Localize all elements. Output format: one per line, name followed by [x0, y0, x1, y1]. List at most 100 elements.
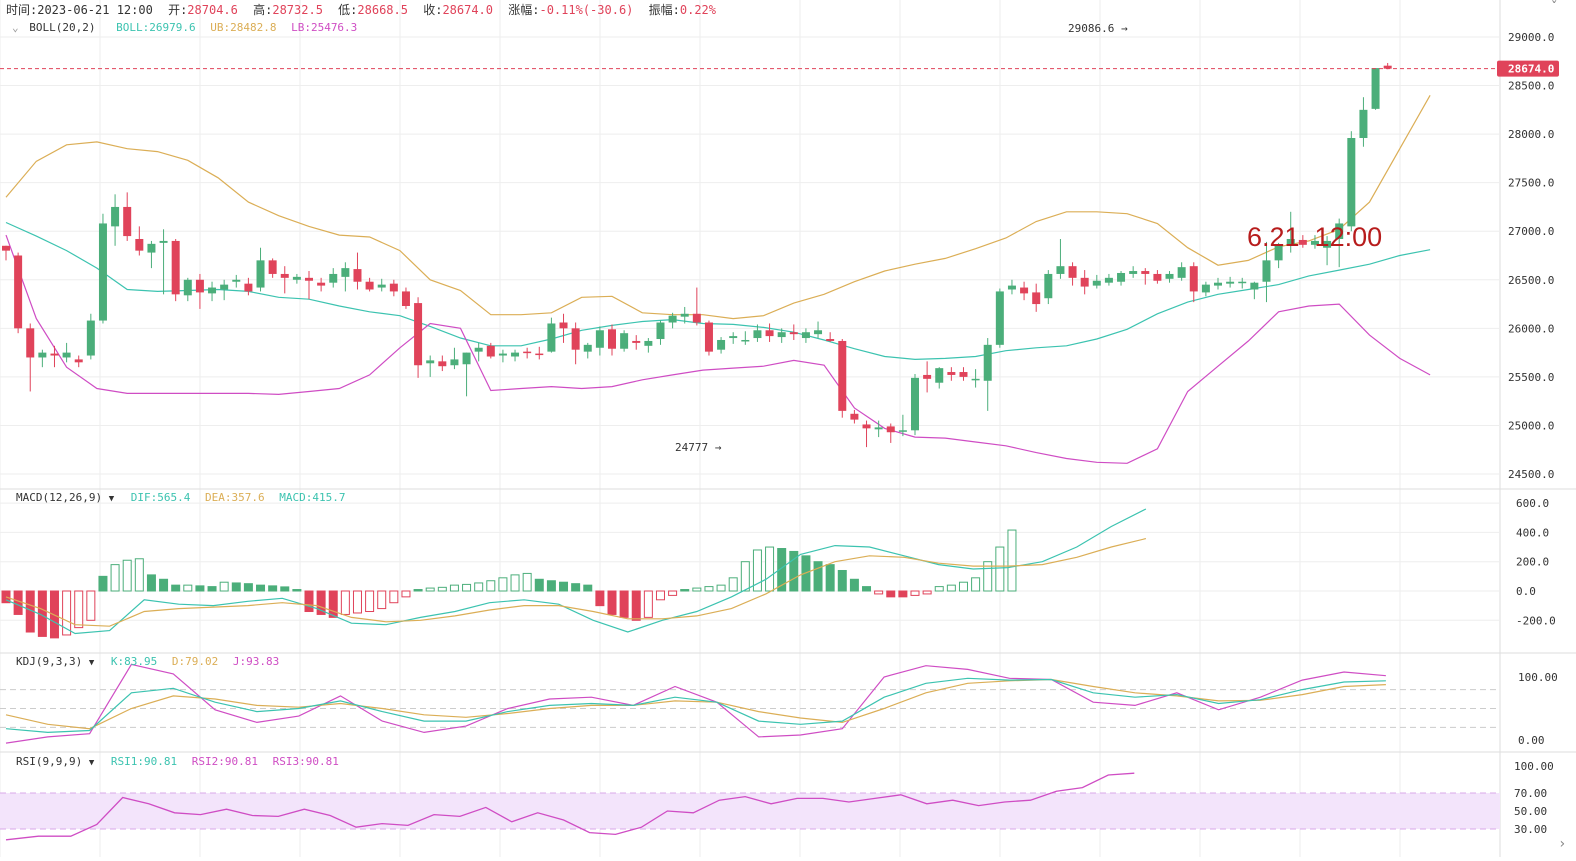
close-value: 28674.0	[442, 3, 494, 17]
macd-histogram-bar	[995, 546, 1005, 592]
rsi3-value: RSI3:90.81	[272, 755, 339, 768]
macd-histogram-bar	[389, 590, 399, 604]
price-tick-label: 25500.0	[1508, 371, 1554, 384]
candle-body	[789, 332, 798, 335]
macd-histogram-bar	[1007, 529, 1017, 592]
candle-body	[898, 430, 907, 432]
macd-histogram-bar	[983, 561, 993, 592]
macd-histogram-bar	[874, 590, 884, 595]
macd-name[interactable]: MACD(12,26,9)	[16, 491, 103, 504]
macd-histogram-bar	[559, 581, 569, 592]
candle-body	[1056, 266, 1065, 274]
macd-histogram-bar	[413, 589, 423, 592]
boll-lower-line	[5, 234, 1431, 464]
price-tick-label: 26000.0	[1508, 322, 1554, 335]
boll-name[interactable]: BOLL(20,2)	[29, 21, 96, 34]
candle-body	[2, 245, 10, 251]
rsi-legend: RSI(9,9,9) ▼ RSI1:90.81 RSI2:90.81 RSI3:…	[16, 755, 339, 770]
candle-body	[244, 283, 253, 292]
candle-body	[498, 353, 507, 356]
macd-histogram-bar	[765, 546, 775, 592]
candle-body	[983, 344, 992, 381]
macd-histogram-bar	[825, 564, 835, 592]
candle-body	[1080, 277, 1089, 287]
macd-histogram-bar	[352, 590, 362, 614]
rsi-name[interactable]: RSI(9,9,9)	[16, 755, 83, 768]
candle-body	[98, 223, 107, 321]
macd-histogram-bar	[583, 584, 593, 592]
rsi-tick-label: 50.00	[1514, 805, 1547, 818]
macd-histogram-bar	[716, 584, 726, 592]
candle-body	[959, 372, 968, 377]
macd-histogram-bar	[668, 590, 678, 596]
candle-body	[995, 291, 1004, 345]
macd-histogram-bar	[49, 590, 59, 639]
rsi-tick-label: 100.00	[1514, 760, 1554, 773]
low-label: 低:	[338, 3, 358, 17]
candle-body	[1359, 109, 1368, 138]
candle-body	[341, 268, 350, 277]
dropdown-triangle-icon[interactable]: ▼	[88, 658, 95, 668]
candle-body	[923, 374, 932, 379]
candle-body	[704, 322, 713, 352]
macd-histogram-bar	[159, 578, 169, 592]
dropdown-triangle-icon[interactable]: ▼	[88, 758, 95, 768]
macd-histogram-bar	[643, 590, 653, 618]
candle-body	[801, 332, 810, 339]
macd-dif-line	[5, 508, 1147, 635]
candle-body	[268, 260, 277, 274]
candle-body	[365, 281, 374, 290]
candle-body	[1383, 65, 1392, 69]
candle-body	[777, 332, 786, 338]
macd-histogram-bar	[462, 583, 472, 592]
kdj-legend: KDJ(9,3,3) ▼ K:83.95 D:79.02 J:93.83	[16, 655, 279, 670]
rsi-band	[0, 793, 1500, 829]
dif-value: DIF:565.4	[130, 491, 191, 504]
dropdown-triangle-icon[interactable]: ▼	[108, 494, 115, 504]
macd-value: MACD:415.7	[279, 491, 346, 504]
macd-histogram-bar	[619, 590, 629, 618]
candle-body	[389, 283, 398, 292]
ohlc-info-bar: 时间:2023-06-21 12:00 开:28704.6 高:28732.5 …	[6, 3, 716, 17]
macd-histogram-bar	[934, 586, 944, 592]
macd-dea-line	[5, 538, 1147, 627]
macd-histogram-bar	[522, 572, 532, 592]
macd-histogram-bar	[958, 581, 968, 592]
candle-body	[474, 347, 483, 352]
candle-body	[1262, 260, 1271, 282]
candle-body	[850, 413, 859, 420]
candle-body	[583, 344, 592, 352]
candle-body	[814, 330, 823, 335]
price-tick-label: 28000.0	[1508, 128, 1554, 141]
macd-histogram-bar	[231, 582, 241, 592]
macd-histogram-bar	[340, 590, 350, 615]
macd-histogram-bar	[546, 580, 556, 592]
chevron-down-icon[interactable]: ⌄	[12, 21, 19, 34]
high-price-marker: 29086.6 →	[1068, 22, 1128, 35]
candle-body	[1020, 287, 1029, 294]
candle-body	[292, 276, 301, 280]
time-label: 时间:	[6, 3, 38, 17]
low-value: 28668.5	[357, 3, 408, 17]
candle-body	[50, 353, 59, 356]
macd-histogram-bar	[98, 575, 108, 592]
macd-legend: MACD(12,26,9) ▼ DIF:565.4 DEA:357.6 MACD…	[16, 491, 345, 506]
boll-mid-value: BOLL:26979.6	[116, 21, 196, 34]
candle-body	[717, 339, 726, 350]
macd-histogram-bar	[110, 564, 120, 592]
open-label: 开:	[168, 3, 188, 17]
macd-histogram-bar	[595, 590, 605, 607]
candle-body	[1214, 282, 1222, 286]
kdj-name[interactable]: KDJ(9,3,3)	[16, 655, 83, 668]
macd-histogram-bar	[377, 590, 387, 610]
chevron-down-icon: ˇ	[1550, 0, 1558, 16]
price-tick-label: 24500.0	[1508, 468, 1554, 481]
kdj-j-value: J:93.83	[232, 655, 280, 668]
candle-body	[450, 359, 459, 366]
candle-body	[147, 243, 156, 253]
time-value: 2023-06-21 12:00	[37, 3, 153, 17]
candle-body	[765, 330, 774, 337]
macd-histogram-bar	[243, 583, 253, 592]
kdj-k-value: K:83.95	[110, 655, 158, 668]
